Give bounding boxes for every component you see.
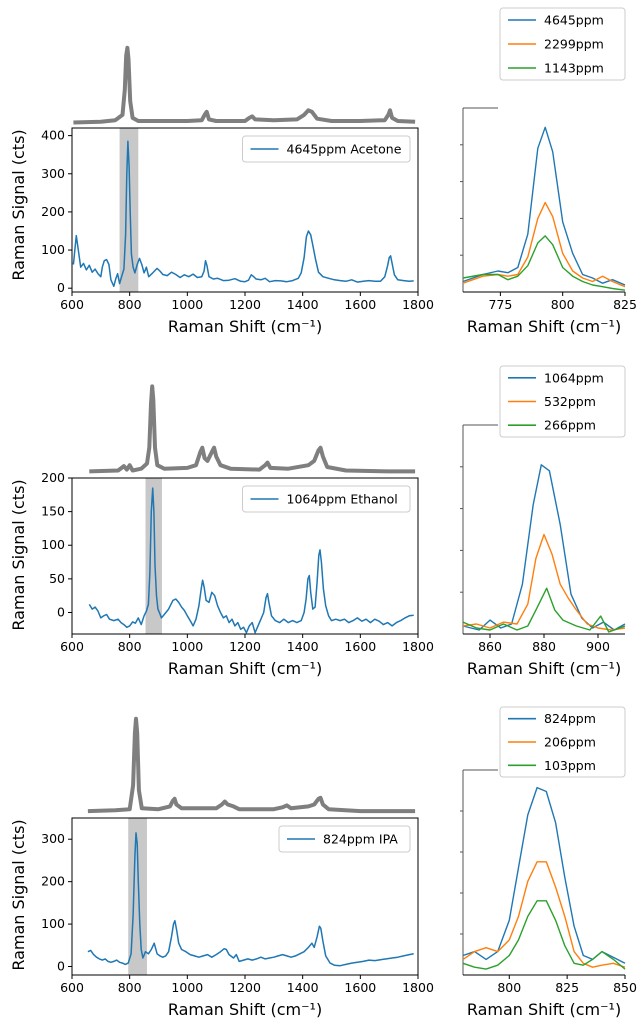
highlight-band — [145, 478, 162, 634]
series-line — [72, 140, 414, 288]
acetone-spectrum-panel: 600 800 1000 1200 1400 1600 1800 0 100 200 300 400 4… — [9, 45, 434, 336]
x-tick-label: 1400 — [287, 639, 319, 654]
y-tick-label: 200 — [41, 874, 65, 889]
legend-box — [242, 485, 411, 513]
x-tick-label: 775 — [488, 297, 512, 312]
x-tick-label: 1400 — [287, 980, 319, 995]
x-tick-label: 800 — [118, 297, 142, 312]
y-axis-label: Raman Signal (cts) — [9, 129, 28, 280]
series-line — [88, 487, 414, 634]
legend-label: 1064ppm — [544, 370, 604, 385]
x-tick-label: 800 — [497, 980, 521, 995]
x-tick-label: 825 — [613, 297, 637, 312]
legend-label: 532ppm — [544, 394, 596, 409]
x-tick-label: 600 — [60, 980, 84, 995]
y-tick-label: 100 — [41, 916, 65, 931]
y-tick-label: 200 — [41, 204, 65, 219]
ethanol-spectrum-panel: 600 800 1000 1200 1400 1600 1800 0 50 100 150 200 10… — [9, 384, 434, 678]
reference-spectrum-line — [89, 384, 416, 474]
series-line — [462, 861, 626, 968]
x-tick-label: 1800 — [402, 297, 434, 312]
x-tick-label: 1600 — [344, 980, 376, 995]
x-tick-label: 1000 — [171, 297, 203, 312]
ipa-zoom-panel: 800 825 850 824ppm 206ppm 103ppm Raman Shift (… — [460, 706, 637, 1019]
legend-box — [499, 7, 626, 81]
y-axis-label: Raman Signal (cts) — [9, 819, 28, 970]
legend-label: 4645ppm Acetone — [287, 142, 402, 157]
x-tick-label: 825 — [555, 980, 579, 995]
y-tick-label: 300 — [41, 166, 65, 181]
y-tick-label: 400 — [41, 128, 65, 143]
legend-label: 824ppm — [544, 711, 596, 726]
highlight-band — [128, 818, 147, 975]
y-tick-label: 100 — [41, 537, 65, 552]
ipa-spectrum-panel: 600 800 1000 1200 1400 1600 1800 0 100 200 300 824p… — [9, 716, 434, 1019]
x-axis-label: Raman Shift (cm⁻¹) — [467, 659, 621, 678]
series-line — [462, 464, 626, 631]
x-tick-label: 860 — [478, 639, 502, 654]
x-tick-label: 1200 — [229, 297, 261, 312]
x-tick-label: 1200 — [229, 639, 261, 654]
x-tick-label: 1200 — [229, 980, 261, 995]
legend-label: 4645ppm — [544, 13, 604, 28]
series-line — [462, 587, 626, 633]
x-axis-label: Raman Shift (cm⁻¹) — [467, 317, 621, 336]
x-tick-label: 800 — [118, 980, 142, 995]
series-line — [462, 201, 626, 288]
x-axis-label: Raman Shift (cm⁻¹) — [467, 1000, 621, 1019]
ethanol-zoom-panel: 860 880 900 1064ppm 532ppm 266ppm Raman Shift … — [460, 365, 626, 678]
x-tick-label: 1600 — [344, 639, 376, 654]
legend-box — [242, 135, 411, 163]
reference-spectrum-line — [87, 716, 416, 814]
x-tick-label: 600 — [60, 639, 84, 654]
x-tick-label: 800 — [551, 297, 575, 312]
legend-label: 2299ppm — [544, 37, 604, 52]
series-line — [462, 786, 626, 964]
series-line — [462, 235, 626, 291]
x-tick-label: 1400 — [287, 297, 319, 312]
legend-label: 1143ppm — [544, 61, 604, 76]
x-axis-label: Raman Shift (cm⁻¹) — [168, 1000, 322, 1019]
y-tick-label: 200 — [41, 470, 65, 485]
legend-label: 266ppm — [544, 418, 596, 433]
y-tick-label: 0 — [57, 959, 65, 974]
acetone-zoom-panel: 775 800 825 4645ppm 2299ppm 1143ppm Raman Shif… — [460, 7, 637, 336]
y-tick-label: 50 — [49, 571, 65, 586]
series-line — [87, 832, 414, 967]
x-tick-label: 1000 — [171, 980, 203, 995]
y-tick-label: 150 — [41, 504, 65, 519]
series-line — [462, 126, 626, 286]
y-tick-label: 0 — [57, 604, 65, 619]
x-axis-label: Raman Shift (cm⁻¹) — [168, 317, 322, 336]
legend-label: 103ppm — [544, 758, 596, 773]
x-tick-label: 600 — [60, 297, 84, 312]
legend-label: 206ppm — [544, 735, 596, 750]
x-tick-label: 1000 — [171, 639, 203, 654]
y-tick-label: 100 — [41, 242, 65, 257]
legend-box — [499, 706, 626, 778]
reference-spectrum-line — [73, 45, 416, 125]
legend-box — [278, 825, 411, 853]
x-tick-label: 1800 — [402, 639, 434, 654]
y-tick-label: 0 — [57, 280, 65, 295]
x-tick-label: 1600 — [344, 297, 376, 312]
x-tick-label: 800 — [118, 639, 142, 654]
y-tick-label: 300 — [41, 831, 65, 846]
legend-box — [499, 365, 626, 438]
series-line — [462, 900, 626, 970]
x-tick-label: 850 — [613, 980, 637, 995]
x-tick-label: 900 — [586, 639, 610, 654]
x-tick-label: 1800 — [402, 980, 434, 995]
x-tick-label: 880 — [532, 639, 556, 654]
y-axis-label: Raman Signal (cts) — [9, 479, 28, 630]
legend-label: 824ppm IPA — [323, 832, 398, 847]
legend-label: 1064ppm Ethanol — [287, 492, 398, 507]
x-axis-label: Raman Shift (cm⁻¹) — [168, 659, 322, 678]
